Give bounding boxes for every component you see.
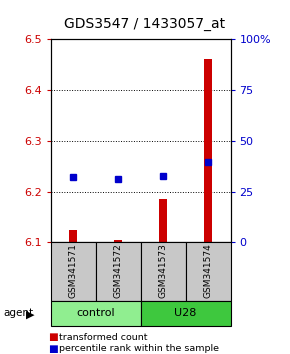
Text: GSM341572: GSM341572 — [114, 243, 123, 298]
Bar — [204, 59, 212, 242]
Text: ■: ■ — [48, 332, 58, 342]
Text: percentile rank within the sample: percentile rank within the sample — [59, 344, 220, 353]
Bar — [51, 301, 141, 326]
Text: GSM341571: GSM341571 — [69, 243, 78, 298]
Bar — [96, 242, 141, 301]
Bar — [114, 240, 122, 242]
Bar — [51, 242, 96, 301]
Text: GDS3547 / 1433057_at: GDS3547 / 1433057_at — [64, 17, 226, 31]
Bar — [69, 230, 77, 242]
Text: GSM341574: GSM341574 — [204, 243, 213, 298]
Bar — [141, 301, 231, 326]
Bar — [186, 242, 231, 301]
Text: U28: U28 — [174, 308, 197, 318]
Text: GSM341573: GSM341573 — [159, 243, 168, 298]
Text: ▶: ▶ — [26, 309, 35, 319]
Bar — [159, 199, 167, 242]
Bar — [141, 242, 186, 301]
Text: ■: ■ — [48, 344, 58, 354]
Text: transformed count: transformed count — [59, 332, 148, 342]
Text: agent: agent — [3, 308, 33, 318]
Text: control: control — [76, 308, 115, 318]
